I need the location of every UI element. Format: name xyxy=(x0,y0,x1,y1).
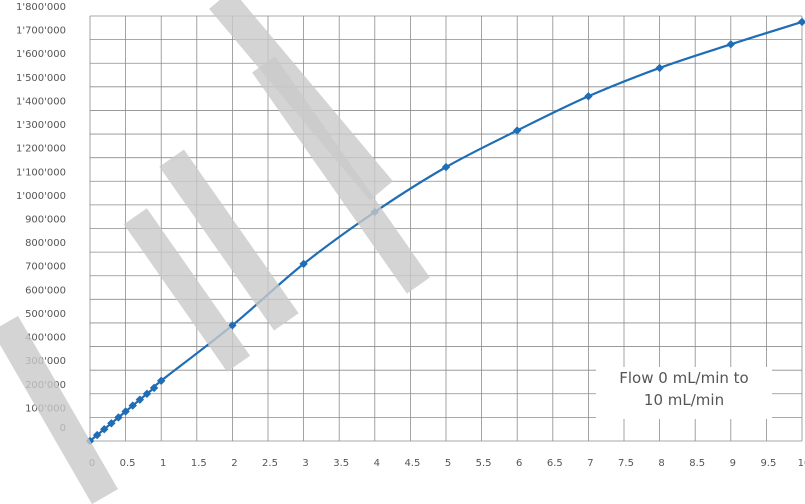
x-tick-label: 4 xyxy=(374,458,380,469)
data-point-marker xyxy=(726,40,735,49)
y-tick-label: 600'000 xyxy=(25,285,66,296)
data-point-marker xyxy=(107,419,116,428)
y-tick-label: 1'000'000 xyxy=(16,191,66,202)
y-tick-label: 1'500'000 xyxy=(16,73,66,84)
data-point-marker xyxy=(114,413,123,422)
x-tick-label: 1 xyxy=(160,458,166,469)
data-point-marker xyxy=(128,401,137,410)
y-tick-label: 1'400'000 xyxy=(16,96,66,107)
data-point-marker xyxy=(655,63,664,73)
data-point-marker xyxy=(157,376,166,385)
x-tick-label: 7 xyxy=(587,458,593,469)
flow-annotation: Flow 0 mL/min to 10 mL/min xyxy=(596,367,772,419)
data-point-marker xyxy=(513,126,522,135)
y-tick-label: 500'000 xyxy=(25,309,66,320)
y-tick-label: 1'800'000 xyxy=(16,2,66,13)
data-point-marker xyxy=(135,395,145,404)
data-point-marker xyxy=(121,407,130,416)
annotation-line-1: Flow 0 mL/min to xyxy=(619,369,749,387)
data-point-marker xyxy=(441,162,451,172)
x-tick-label: 9 xyxy=(730,458,736,469)
y-tick-label: 1'100'000 xyxy=(16,167,66,178)
x-tick-label: 3.5 xyxy=(333,458,349,469)
y-tick-label: 800'000 xyxy=(25,238,66,249)
data-point-marker xyxy=(299,259,308,269)
data-point-marker xyxy=(92,430,102,440)
data-point-marker xyxy=(142,389,152,398)
x-tick-label: 1.5 xyxy=(191,458,207,469)
annotation-line-2: 10 mL/min xyxy=(643,391,725,409)
x-tick-label: 5.5 xyxy=(476,458,492,469)
data-point-marker xyxy=(149,383,159,393)
x-tick-label: 6 xyxy=(516,458,522,469)
y-tick-label: 300'000 xyxy=(25,356,66,367)
x-tick-label: 3 xyxy=(302,458,308,469)
x-tick-label: 4.5 xyxy=(404,458,420,469)
data-point-marker xyxy=(584,92,593,101)
y-tick-label: 1'200'000 xyxy=(16,144,66,155)
x-tick-label: 2 xyxy=(231,458,237,469)
x-tick-label: 8.5 xyxy=(689,458,705,469)
data-point-marker xyxy=(797,17,805,27)
x-axis-ticks: 00.511.522.533.544.555.566.577.588.599.5… xyxy=(89,458,805,469)
y-tick-label: 700'000 xyxy=(25,262,66,273)
y-tick-label: 1'600'000 xyxy=(16,49,66,60)
x-tick-label: 2.5 xyxy=(262,458,278,469)
x-tick-label: 9.5 xyxy=(760,458,776,469)
y-tick-label: 1'300'000 xyxy=(16,120,66,131)
x-tick-label: 6.5 xyxy=(547,458,563,469)
data-point-marker xyxy=(100,424,109,434)
x-tick-label: 7.5 xyxy=(618,458,634,469)
x-tick-label: 10 xyxy=(798,458,805,469)
y-tick-label: 400'000 xyxy=(25,333,66,344)
x-tick-label: 5 xyxy=(445,458,451,469)
x-tick-label: 8 xyxy=(658,458,664,469)
y-tick-label: 900'000 xyxy=(25,215,66,226)
x-tick-label: 0.5 xyxy=(120,458,136,469)
y-tick-label: 1'700'000 xyxy=(16,26,66,37)
